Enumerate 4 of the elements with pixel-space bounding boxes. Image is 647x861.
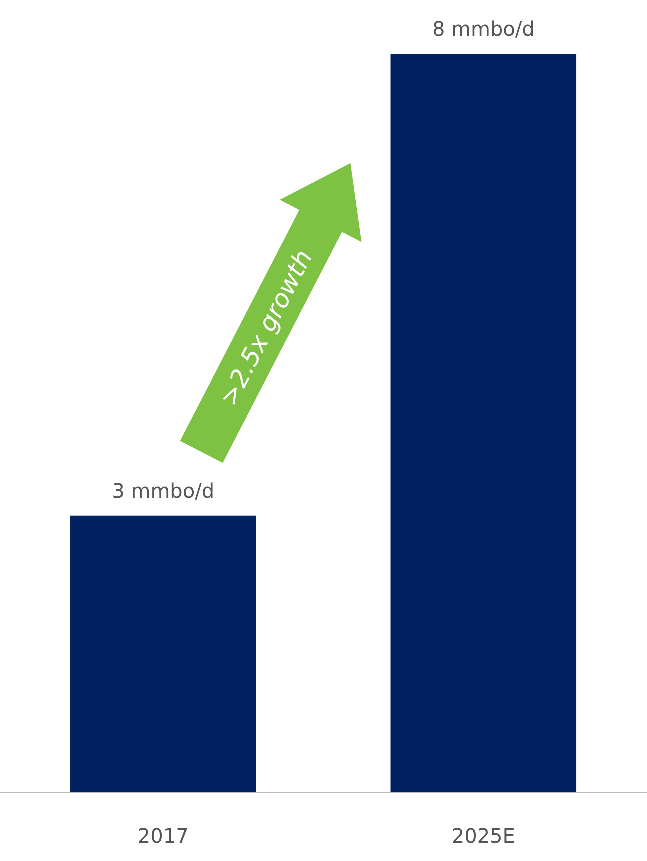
x-tick-label: 2017 [138,824,189,848]
x-tick-label: 2025E [452,824,516,848]
data-label: 3 mmbo/d [112,478,215,503]
data-label: 8 mmbo/d [432,17,535,41]
